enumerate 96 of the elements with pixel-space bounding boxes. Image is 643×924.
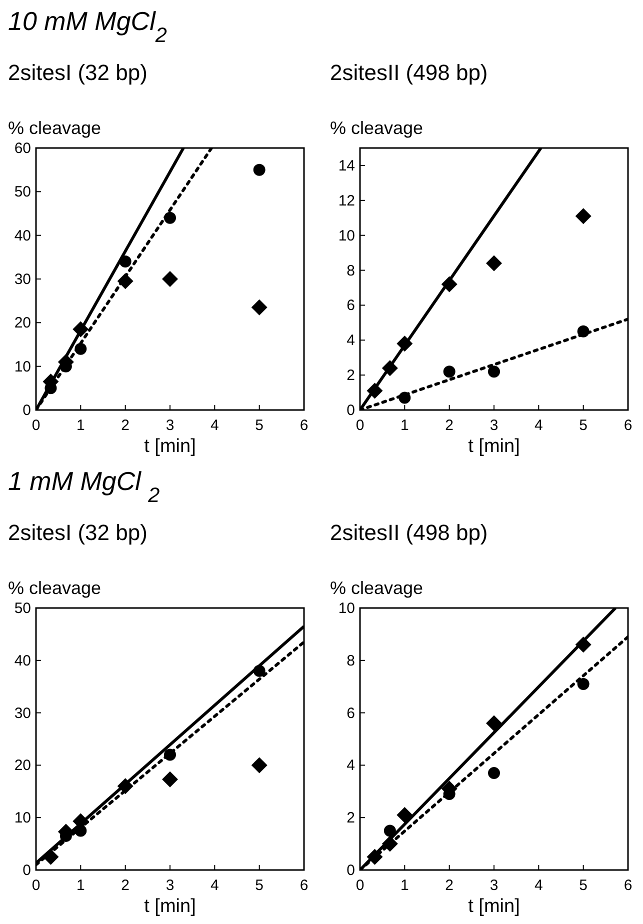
- y-tick-label: 20: [14, 314, 31, 332]
- y-axis-title: % cleavage: [330, 578, 424, 598]
- y-tick-label: 10: [14, 810, 31, 827]
- x-tick-label: 5: [579, 417, 588, 434]
- x-tick-label: 1: [400, 877, 409, 894]
- chart-title: 2sitesI (32 bp): [8, 520, 148, 545]
- point: [366, 848, 383, 865]
- x-tick-label: 5: [255, 417, 264, 434]
- x-tick-label: 3: [166, 877, 174, 894]
- x-tick-label: 5: [255, 877, 264, 894]
- y-tick-label: 30: [14, 271, 31, 288]
- y-tick-label: 6: [346, 297, 355, 314]
- point: [441, 276, 458, 292]
- x-tick-label: 1: [76, 417, 85, 434]
- y-tick-label: 50: [14, 600, 31, 617]
- x-tick-label: 2: [121, 417, 130, 434]
- x-tick-label: 3: [490, 417, 498, 434]
- point: [382, 836, 398, 852]
- point: [486, 715, 502, 732]
- point: [162, 771, 178, 788]
- point: [119, 256, 132, 268]
- point: [162, 271, 178, 287]
- point: [384, 824, 396, 837]
- point: [575, 636, 592, 653]
- point: [117, 273, 134, 290]
- point: [251, 757, 268, 774]
- point: [575, 208, 592, 224]
- y-axis-title: % cleavage: [330, 118, 424, 138]
- point: [253, 664, 266, 677]
- y-axis-title: % cleavage: [8, 578, 102, 598]
- y-tick-label: 14: [338, 157, 355, 174]
- y-tick-label: 4: [346, 757, 355, 774]
- x-tick-label: 1: [400, 417, 409, 434]
- point: [251, 299, 268, 316]
- point: [396, 336, 413, 352]
- x-tick-label: 4: [534, 417, 543, 434]
- y-tick-label: 10: [14, 358, 31, 376]
- x-tick-label: 6: [624, 417, 632, 434]
- point: [253, 164, 266, 176]
- x-tick-label: 2: [445, 417, 454, 434]
- x-axis-title: t [min]: [468, 436, 520, 457]
- x-tick-label: 4: [210, 417, 219, 434]
- point: [366, 382, 383, 399]
- y-tick-label: 50: [14, 184, 31, 201]
- y-tick-label: 20: [14, 757, 31, 774]
- y-tick-label: 0: [346, 862, 355, 879]
- y-tick-label: 0: [22, 862, 31, 879]
- x-axis-title: t [min]: [144, 436, 196, 457]
- y-tick-label: 2: [346, 810, 355, 827]
- point: [398, 392, 411, 404]
- y-tick-label: 2: [346, 367, 355, 384]
- point: [577, 325, 590, 338]
- point: [577, 678, 590, 690]
- point: [486, 255, 502, 272]
- y-tick-label: 0: [22, 402, 31, 419]
- point: [488, 366, 500, 378]
- x-tick-label: 4: [534, 877, 543, 894]
- y-tick-label: 10: [338, 227, 355, 244]
- x-tick-label: 2: [121, 877, 130, 894]
- x-tick-label: 6: [300, 417, 308, 434]
- y-tick-label: 4: [346, 332, 355, 350]
- x-tick-label: 6: [624, 877, 632, 894]
- y-tick-label: 8: [346, 652, 355, 670]
- x-tick-label: 6: [300, 877, 308, 894]
- point: [443, 366, 456, 378]
- point: [117, 778, 134, 794]
- y-tick-label: 40: [14, 652, 31, 670]
- text: 10 mM MgCl$_{2}$: [8, 6, 168, 46]
- x-tick-label: 4: [210, 877, 219, 894]
- chart-title: 2sitesI (32 bp): [8, 60, 148, 85]
- point: [72, 321, 89, 338]
- text: 1 mM MgCl $_{2}$: [8, 466, 160, 506]
- point: [74, 342, 87, 355]
- x-tick-label: 3: [166, 417, 174, 434]
- y-tick-label: 6: [346, 704, 355, 722]
- y-tick-label: 60: [14, 140, 31, 157]
- chart-title: 2sitesII (498 bp): [330, 60, 488, 85]
- x-tick-label: 5: [579, 877, 588, 894]
- chart-title: 2sitesII (498 bp): [330, 520, 488, 545]
- x-tick-label: 3: [490, 877, 498, 894]
- y-tick-label: 8: [346, 262, 355, 280]
- y-tick-label: 10: [338, 600, 355, 617]
- y-axis-title: % cleavage: [8, 118, 102, 138]
- x-tick-label: 2: [445, 877, 454, 894]
- x-axis-title: t [min]: [468, 896, 520, 917]
- y-tick-label: 30: [14, 704, 31, 722]
- x-axis-title: t [min]: [144, 896, 196, 917]
- y-tick-label: 40: [14, 227, 31, 244]
- y-tick-label: 0: [346, 402, 355, 419]
- point: [396, 806, 413, 823]
- point: [164, 748, 176, 761]
- point: [382, 360, 398, 376]
- point: [164, 212, 176, 224]
- x-tick-label: 1: [76, 877, 85, 894]
- y-tick-label: 12: [338, 192, 355, 210]
- point: [488, 767, 500, 780]
